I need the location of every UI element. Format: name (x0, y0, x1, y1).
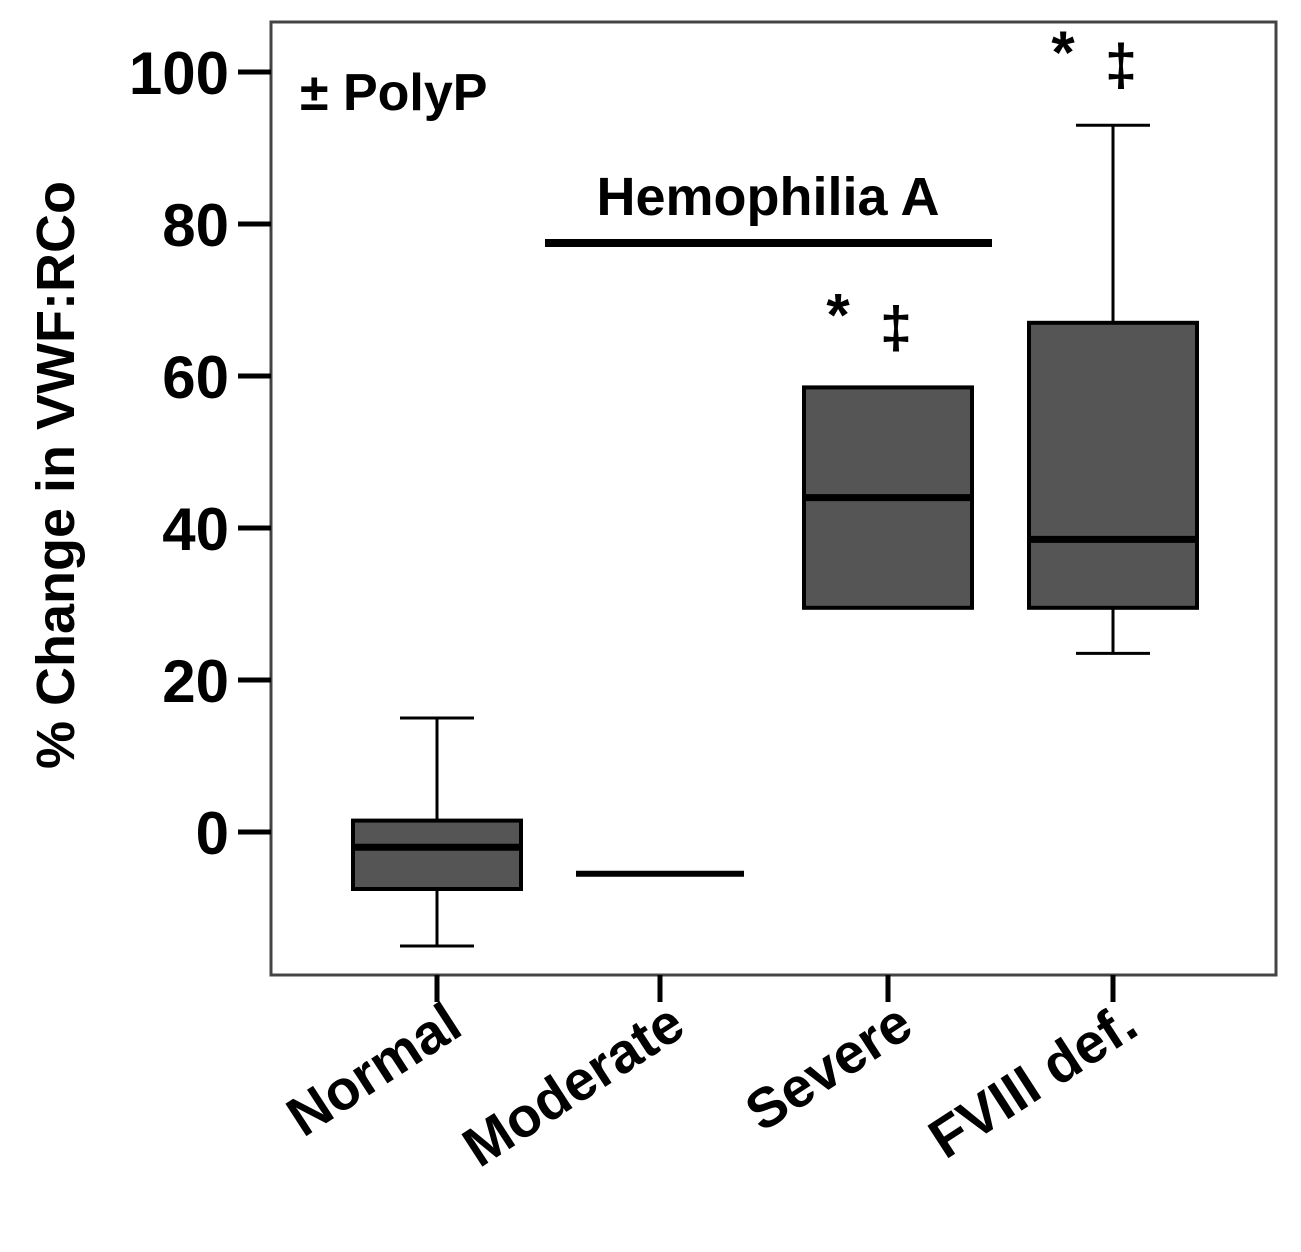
box-normal (351, 716, 523, 948)
y-tick-label-80: 80 (162, 192, 229, 259)
x-tick-label-severe: Severe (734, 990, 922, 1143)
condition-label: ± PolyP (300, 64, 487, 122)
box-rect-fviii-def (1027, 320, 1199, 610)
y-axis-title: % Change in VWF:RCo (26, 181, 86, 769)
y-tick-label-60: 60 (162, 344, 229, 411)
y-axis: 0 20 40 60 80 100 (129, 40, 271, 867)
annotations: ± PolyP Hemophilia A (300, 64, 992, 247)
y-tick-label-20: 20 (162, 648, 229, 715)
y-tick-label-40: 40 (162, 496, 229, 563)
plot-frame (269, 20, 1278, 977)
box-series: * ‡* ‡ (351, 19, 1199, 948)
x-tick-label-normal: Normal (275, 990, 471, 1148)
significance-dagger-severe: ‡ (880, 295, 912, 360)
group-label: Hemophilia A (596, 167, 939, 227)
box-rect-normal (351, 818, 523, 891)
significance-star-fviii-def: * (1051, 19, 1075, 86)
significance-star-severe: * (826, 281, 850, 348)
x-tick-label-fviii-def: FVIII def. (918, 990, 1148, 1170)
box-fviii-def: * ‡ (1027, 19, 1199, 655)
significance-dagger-fviii-def: ‡ (1105, 33, 1137, 98)
box-severe: * ‡ (802, 281, 974, 610)
y-tick-label-0: 0 (196, 800, 229, 867)
x-tick-label-moderate: Moderate (451, 990, 694, 1178)
y-tick-label-100: 100 (129, 40, 229, 107)
